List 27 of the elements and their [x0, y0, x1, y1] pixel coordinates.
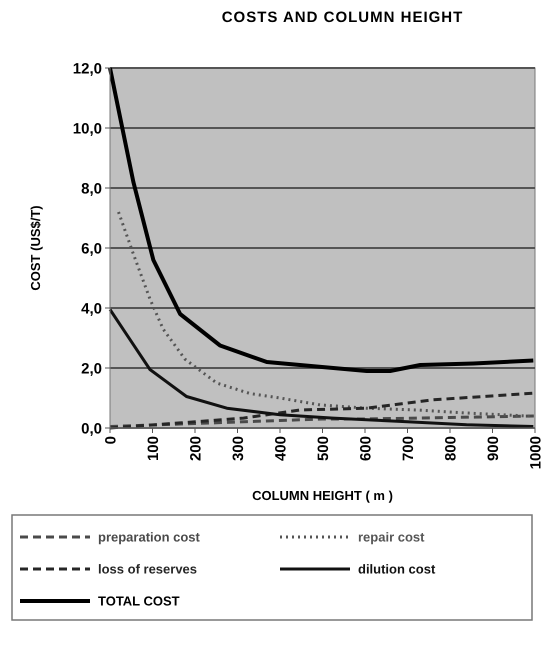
text: TOTAL COST [98, 594, 180, 609]
y-tick-label: 6,0 [81, 240, 102, 258]
x-tick-label: 600 [357, 436, 374, 462]
x-axis-title: COLUMN HEIGHT ( m ) [252, 488, 393, 503]
x-tick-label: 1000 [527, 436, 544, 470]
text: loss of reserves [98, 562, 198, 577]
x-tick-label: 900 [484, 436, 502, 462]
text: repair cost [358, 530, 426, 545]
y-tick-label: 2,0 [81, 360, 102, 378]
y-axis-title: COST (US$/T) [28, 205, 43, 291]
y-tick-label: 0,0 [81, 420, 102, 438]
y-tick-label: 4,0 [81, 300, 102, 318]
y-tick-label: 12,0 [72, 60, 102, 78]
y-tick-label: 8,0 [81, 180, 102, 198]
x-tick-label: 800 [442, 436, 460, 462]
x-tick-label: 100 [144, 436, 162, 462]
x-tick-label: 400 [272, 436, 290, 462]
chart-title: COSTS AND COLUMN HEIGHT [222, 9, 464, 26]
x-tick-label: 0 [102, 436, 120, 444]
text: preparation cost [98, 530, 201, 545]
line-series [108, 66, 536, 373]
x-tick-label: 500 [314, 436, 332, 462]
x-tick-label: 700 [400, 436, 417, 462]
x-tick-label: 200 [187, 436, 204, 462]
text: dilution cost [358, 562, 436, 577]
y-tick-label: 10,0 [72, 120, 102, 138]
x-tick-label: 300 [230, 436, 247, 462]
